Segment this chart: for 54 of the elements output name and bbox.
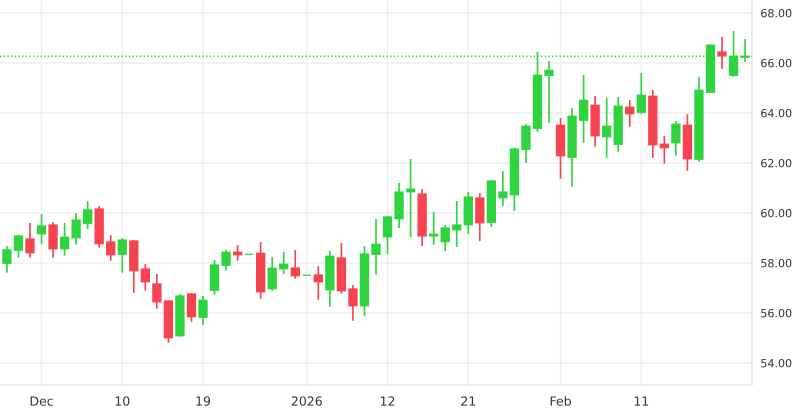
candlestick <box>728 30 738 78</box>
candlestick <box>290 249 300 280</box>
candlestick <box>2 245 12 274</box>
candlestick <box>578 74 588 144</box>
candlestick <box>625 99 634 128</box>
candlestick <box>602 97 612 159</box>
candlestick <box>186 292 196 323</box>
candlestick <box>498 170 508 207</box>
y-tick-label: 54.00 <box>761 358 792 368</box>
candlestick <box>371 218 381 276</box>
candlestick <box>221 249 231 272</box>
candlestick <box>198 295 208 326</box>
x-tick-label: 2026 <box>292 396 322 406</box>
candlestick <box>429 211 438 246</box>
y-tick-label: 68.00 <box>761 8 792 18</box>
candlestick <box>118 237 127 274</box>
candlestick <box>106 234 116 262</box>
candlestick <box>452 200 462 248</box>
candlestick <box>521 123 531 164</box>
candlestick <box>382 215 392 255</box>
y-tick-label: 56.00 <box>761 308 792 318</box>
candlestick <box>544 60 554 124</box>
x-tick-label: 21 <box>461 396 476 406</box>
candlestick <box>25 222 35 259</box>
candlestick <box>314 265 323 301</box>
candlestick <box>140 263 150 292</box>
x-tick-label: 11 <box>634 396 648 406</box>
candlestick <box>268 256 277 292</box>
candlestick <box>152 273 162 310</box>
candlestick <box>660 135 670 165</box>
x-tick-label: 12 <box>380 396 394 406</box>
candlestick <box>14 234 24 259</box>
y-tick-label: 66.00 <box>761 58 792 68</box>
x-tick-label: Feb <box>550 396 571 406</box>
x-tick-label: Dec <box>30 396 53 406</box>
candlestick <box>348 284 358 322</box>
candlestick <box>232 244 242 262</box>
candlestick <box>671 120 681 157</box>
y-tick-label: 62.00 <box>761 158 792 168</box>
candlestick <box>60 222 70 257</box>
candlestick <box>36 213 46 245</box>
candlestick <box>82 200 92 230</box>
candlestick <box>717 36 727 70</box>
candlestick <box>636 72 646 115</box>
y-tick-label: 58.00 <box>761 258 792 268</box>
y-tick-label: 60.00 <box>761 208 792 218</box>
candlestick <box>279 251 288 275</box>
candlestick <box>71 212 81 246</box>
x-tick-label: 10 <box>116 396 130 406</box>
y-tick-label: 64.00 <box>761 108 792 118</box>
candlestick <box>440 224 450 252</box>
candlestick <box>406 158 416 238</box>
x-tick-label: 19 <box>196 396 210 406</box>
candlestick <box>48 221 58 259</box>
